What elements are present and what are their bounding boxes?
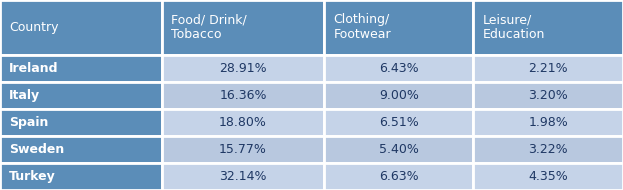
Text: Ireland: Ireland — [9, 62, 59, 75]
Text: Clothing/
Footwear: Clothing/ Footwear — [333, 13, 391, 41]
Text: Sweden: Sweden — [9, 143, 65, 156]
Text: 2.21%: 2.21% — [528, 62, 568, 75]
Bar — [324, 55, 473, 82]
Text: Leisure/
Education: Leisure/ Education — [483, 13, 545, 41]
Text: 32.14%: 32.14% — [219, 170, 267, 183]
Bar — [0, 82, 162, 109]
Bar — [324, 109, 473, 136]
Bar — [162, 109, 324, 136]
Text: 3.20%: 3.20% — [528, 89, 568, 102]
Bar — [0, 136, 162, 163]
Bar — [162, 136, 324, 163]
Text: Italy: Italy — [9, 89, 40, 102]
Bar — [324, 136, 473, 163]
Bar — [324, 163, 473, 190]
Bar — [324, 0, 473, 55]
Text: Food/ Drink/
Tobacco: Food/ Drink/ Tobacco — [171, 13, 247, 41]
Text: Country: Country — [9, 21, 59, 34]
Bar — [0, 163, 162, 190]
Bar — [473, 136, 623, 163]
Bar — [162, 82, 324, 109]
Bar — [162, 55, 324, 82]
Bar — [162, 163, 324, 190]
Text: Turkey: Turkey — [9, 170, 56, 183]
Text: 6.51%: 6.51% — [379, 116, 419, 129]
Bar — [0, 0, 162, 55]
Bar — [162, 0, 324, 55]
Text: 28.91%: 28.91% — [219, 62, 267, 75]
Text: 16.36%: 16.36% — [219, 89, 267, 102]
Text: 9.00%: 9.00% — [379, 89, 419, 102]
Bar — [324, 82, 473, 109]
Text: 4.35%: 4.35% — [528, 170, 568, 183]
Text: 1.98%: 1.98% — [528, 116, 568, 129]
Bar — [473, 109, 623, 136]
Bar — [473, 82, 623, 109]
Bar — [473, 163, 623, 190]
Text: 18.80%: 18.80% — [219, 116, 267, 129]
Bar — [473, 0, 623, 55]
Text: 5.40%: 5.40% — [379, 143, 419, 156]
Text: 15.77%: 15.77% — [219, 143, 267, 156]
Text: 6.63%: 6.63% — [379, 170, 419, 183]
Bar — [473, 55, 623, 82]
Bar — [0, 55, 162, 82]
Text: 6.43%: 6.43% — [379, 62, 419, 75]
Bar — [0, 109, 162, 136]
Text: Spain: Spain — [9, 116, 49, 129]
Text: 3.22%: 3.22% — [528, 143, 568, 156]
